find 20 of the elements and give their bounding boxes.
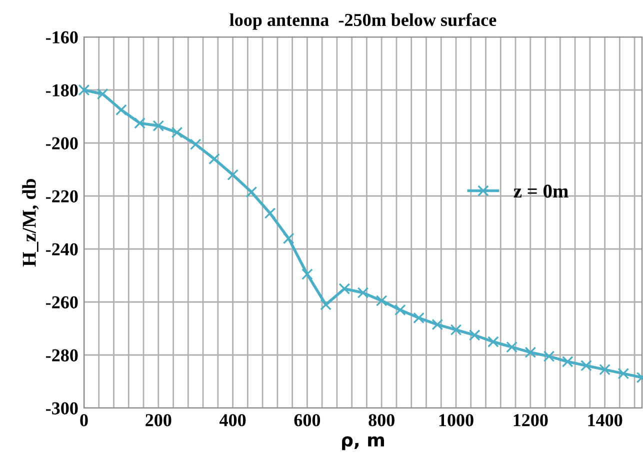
x-tick-label: 1400 bbox=[588, 414, 622, 426]
y-tick-label: -260 bbox=[46, 296, 78, 308]
y-tick-label: -160 bbox=[46, 31, 78, 44]
x-tick-label: 400 bbox=[220, 414, 246, 426]
y-tick-label: -300 bbox=[46, 402, 78, 414]
x-tick-label: 600 bbox=[294, 414, 320, 426]
y-tick-label: -240 bbox=[46, 243, 78, 256]
x-tick-label: 1000 bbox=[439, 414, 474, 426]
chart-title: loop antenna -250m below surface bbox=[230, 13, 496, 30]
x-axis-title: ρ, m bbox=[342, 436, 384, 450]
y-axis-title: H_z/M, db bbox=[22, 178, 39, 266]
y-tick-label: -180 bbox=[46, 84, 78, 96]
legend-label: z = 0m bbox=[514, 184, 568, 198]
y-tick-label: -220 bbox=[46, 190, 78, 202]
y-tick-label: -200 bbox=[46, 137, 78, 150]
y-tick-label: -280 bbox=[46, 349, 78, 362]
x-tick-label: 800 bbox=[368, 414, 394, 426]
x-tick-label: 200 bbox=[146, 414, 172, 426]
x-tick-label: 0 bbox=[80, 414, 88, 426]
x-tick-label: 1200 bbox=[514, 414, 548, 426]
